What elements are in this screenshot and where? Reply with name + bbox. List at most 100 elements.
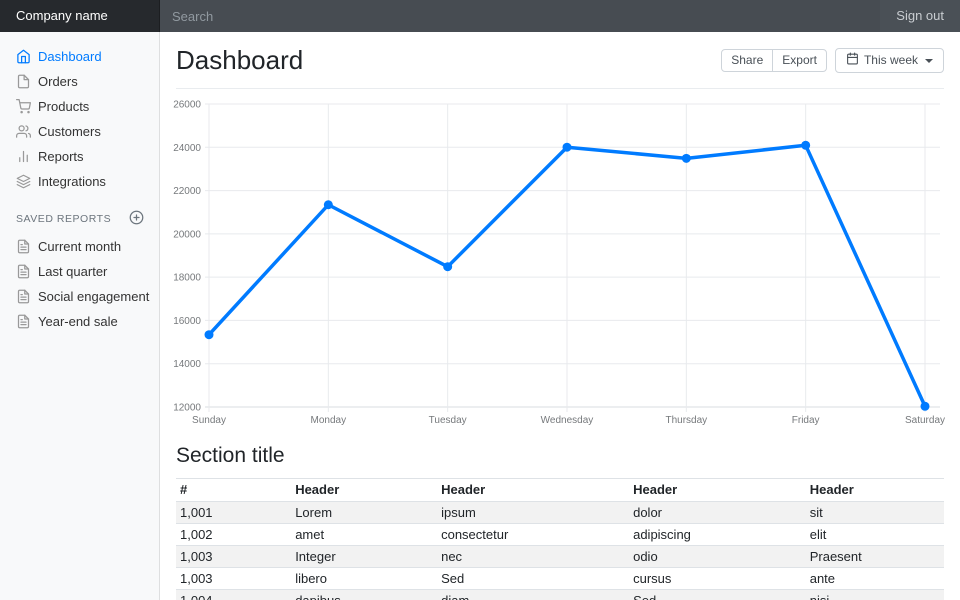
table-cell: sit: [805, 501, 944, 524]
layers-icon: [16, 174, 31, 189]
chart-point: [323, 200, 333, 210]
file-text-icon: [17, 264, 30, 279]
shopping-cart-icon: [16, 99, 31, 114]
sidebar-item-label: Customers: [38, 124, 101, 139]
sidebar-item-products[interactable]: Products: [0, 94, 160, 119]
calendar-icon: [847, 52, 858, 65]
file-text-icon: [17, 314, 30, 329]
y-axis-tick-label: 18000: [173, 273, 201, 284]
table-cell: dapibus: [291, 589, 438, 600]
file-icon: [17, 74, 30, 89]
table-cell: ipsum: [437, 501, 630, 524]
add-report-button[interactable]: [129, 210, 144, 228]
sidebar-item-label: Dashboard: [38, 49, 102, 64]
chart-point: [801, 140, 811, 150]
saved-report-year-end-sale[interactable]: Year-end sale: [0, 309, 160, 334]
share-button[interactable]: Share: [721, 49, 774, 72]
export-button[interactable]: Export: [772, 49, 827, 72]
sidebar-item-label: Last quarter: [38, 264, 108, 279]
y-axis-tick-label: 26000: [173, 100, 201, 111]
chart-point: [562, 142, 572, 152]
saved-report-last-quarter[interactable]: Last quarter: [0, 259, 160, 284]
sidebar-nav: Dashboard Orders Products Customers Reports I…: [0, 44, 160, 194]
table-cell: 1,003: [176, 567, 292, 590]
page-header: Dashboard Share Export This week: [176, 32, 944, 89]
table-cell: dolor: [629, 501, 806, 524]
table-header-cell: Header: [437, 478, 630, 502]
page-title: Dashboard: [176, 45, 304, 75]
table-cell: libero: [291, 567, 438, 590]
table-cell: odio: [629, 545, 806, 568]
chart-point: [443, 262, 453, 272]
table-cell: adipiscing: [629, 523, 806, 546]
table-header-cell: Header: [805, 478, 944, 502]
bar-chart-icon: [19, 150, 28, 163]
table-row: 1,002 amet consectetur adipiscing elit: [176, 523, 944, 546]
section-title: Section title: [176, 444, 285, 467]
x-axis-tick-label: Wednesday: [541, 415, 594, 426]
file-text-icon: [17, 289, 30, 304]
chart-svg: 12000 14000 16000 18000 20000 22000 24000 26000…: [173, 100, 945, 427]
sidebar: Dashboard Orders Products Customers Reports I…: [0, 32, 160, 600]
table-cell: Sed: [437, 567, 630, 590]
sign-out-link[interactable]: Sign out: [880, 0, 960, 32]
table-cell: nec: [437, 545, 630, 568]
search-input[interactable]: [160, 0, 881, 32]
y-axis-tick-label: 12000: [173, 403, 201, 414]
share-export-group: Share Export: [721, 49, 827, 72]
saved-reports-nav: Current month Last quarter Social engageme…: [0, 234, 160, 334]
calendar-icon: [846, 52, 859, 69]
table-cell: 1,004: [176, 589, 292, 600]
table-row: 1,004dapibusdiamSednisi: [176, 589, 944, 600]
sidebar-item-label: Social engagement: [38, 289, 150, 304]
saved-report-current-month[interactable]: Current month: [0, 234, 160, 259]
period-dropdown-button[interactable]: This week: [834, 48, 944, 73]
period-label: This week: [863, 53, 918, 67]
x-axis-tick-label: Friday: [792, 415, 820, 426]
sidebar-item-label: Current month: [38, 239, 122, 254]
table-cell: Praesent: [805, 545, 944, 568]
table-row: 1,001 Lorem ipsum dolor sit: [176, 501, 944, 524]
saved-report-social-engagement[interactable]: Social engagement: [0, 284, 160, 309]
table-cell: 1,002: [176, 523, 292, 546]
sidebar-item-orders[interactable]: Orders: [0, 69, 160, 94]
brand-link[interactable]: Company name: [0, 0, 160, 32]
users-icon: [16, 125, 31, 138]
table-cell: Sed: [629, 589, 806, 600]
data-table: # Header Header Header Header 1,001 Lorem ipsum…: [176, 478, 944, 600]
table-row: 1,003 libero Sed cursus ante: [176, 567, 944, 590]
table-cell: Integer: [291, 545, 438, 568]
x-axis-tick-label: Saturday: [905, 415, 945, 426]
sidebar-item-label: Reports: [38, 149, 84, 164]
table-cell: consectetur: [437, 523, 630, 546]
y-axis-tick-label: 24000: [173, 143, 201, 154]
table-header-cell: #: [176, 478, 292, 502]
y-axis-tick-label: 16000: [173, 316, 201, 327]
caret-down-icon: [925, 58, 933, 63]
table-cell: diam: [437, 589, 630, 600]
table-row: 1,003 Integer nec odio Praesent: [176, 545, 944, 568]
sidebar-item-integrations[interactable]: Integrations: [0, 169, 160, 194]
table-cell: 1,001: [176, 501, 292, 524]
sidebar-item-label: Orders: [38, 74, 78, 89]
y-axis-tick-label: 20000: [173, 229, 201, 240]
sidebar-item-customers[interactable]: Customers: [0, 119, 160, 144]
chart-point: [920, 401, 930, 411]
y-axis-tick-label: 22000: [173, 186, 201, 197]
x-axis-tick-label: Tuesday: [429, 415, 467, 426]
table-cell: ante: [805, 567, 944, 590]
table-header-cell: Header: [291, 478, 438, 502]
toolbar: Share Export This week: [721, 48, 944, 73]
table-cell: nisi: [805, 589, 944, 600]
x-axis-tick-label: Monday: [311, 415, 347, 426]
chart-point: [681, 153, 691, 163]
sidebar-item-dashboard[interactable]: Dashboard: [0, 44, 160, 69]
sidebar-item-reports[interactable]: Reports: [0, 144, 160, 169]
sidebar-item-label: Products: [38, 99, 90, 114]
table-cell: Lorem: [291, 501, 438, 524]
table-cell: cursus: [629, 567, 806, 590]
table-cell: 1,003: [176, 545, 292, 568]
home-icon: [17, 49, 30, 64]
x-axis-tick-label: Sunday: [192, 415, 226, 426]
